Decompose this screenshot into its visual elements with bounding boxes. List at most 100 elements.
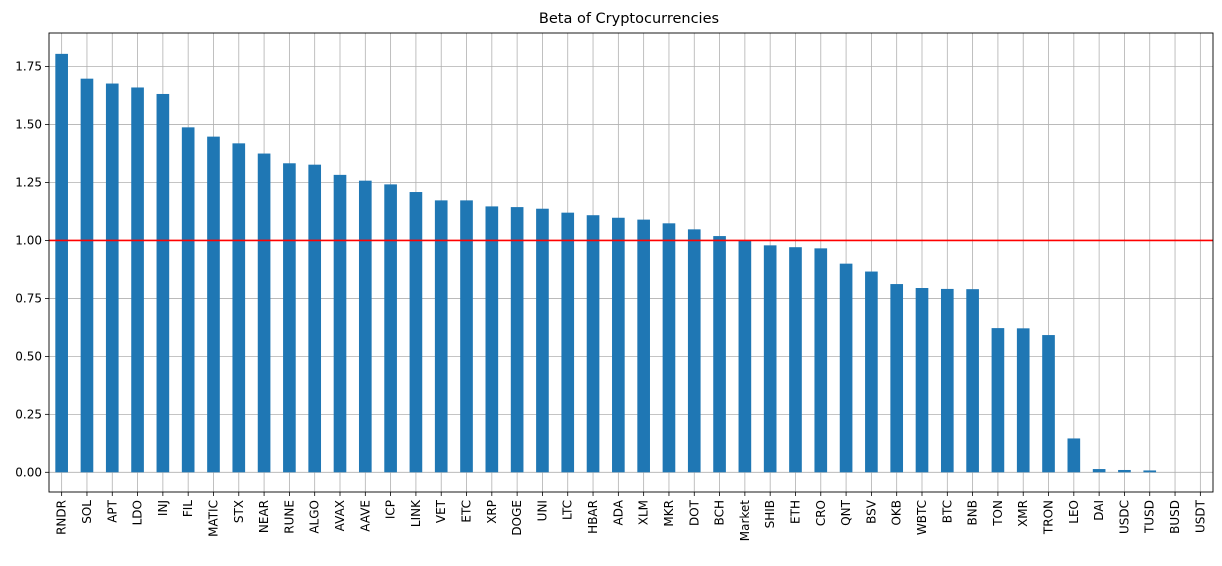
bar-avax [333,174,347,473]
bar-link [409,192,423,473]
bar-bsv [865,271,878,473]
x-tick-label: LDO [131,500,145,525]
bar-near [257,153,271,473]
bar-apt [105,83,119,473]
bar-market [738,240,752,473]
y-tick-label: 1.50 [15,118,42,132]
bar-btc [940,288,954,473]
x-tick-label: TRON [1042,500,1056,535]
x-tick-label: UNI [535,500,549,521]
y-tick-label: 1.75 [15,60,42,74]
x-tick-label: SHIB [763,500,777,528]
x-tick-label: TON [991,500,1005,527]
bar-fil [181,127,195,473]
bar-eth [789,247,802,473]
x-tick-label: RNDR [55,500,69,535]
x-axis-ticks: RNDR SOL APT LDO INJ FIL MATIC STX NEAR RUNE ALGO A… [55,492,1207,542]
x-tick-label: MKR [662,500,676,527]
bar-ldo [131,87,144,473]
x-tick-label: BNB [966,500,980,525]
y-axis-ticks: 0.00 0.25 0.50 0.75 1.00 1.25 1.50 1.75 [15,60,49,479]
x-tick-label: XLM [637,500,651,525]
x-tick-label: FIL [181,500,195,517]
x-tick-label: XRP [485,500,499,524]
y-tick-label: 0.00 [15,465,42,479]
y-tick-label: 0.50 [15,349,42,363]
bar-inj [156,93,170,473]
x-tick-label: QNT [839,499,853,525]
bars [55,53,1157,473]
bar-algo [308,164,322,473]
bar-mkr [662,223,676,473]
x-tick-label: LINK [409,499,423,527]
x-tick-label: DOT [687,499,701,526]
x-tick-label: XMR [1016,500,1030,527]
x-tick-label: INJ [156,500,170,516]
y-tick-label: 1.25 [15,176,42,190]
x-tick-label: SOL [80,500,94,524]
bar-leo [1067,438,1081,473]
x-tick-label: ETH [788,500,802,524]
plot-frame [48,32,1214,493]
bar-tusd [1143,470,1157,473]
x-tick-label: OKB [890,500,904,526]
x-tick-label: ADA [611,499,625,525]
x-tick-label: RUNE [282,500,296,534]
bar-sol [80,78,94,473]
bar-etc [460,200,473,473]
bar-okb [890,284,904,473]
bar-usdc [1118,469,1131,473]
bar-rune [283,163,296,473]
x-tick-label: WBTC [915,500,929,535]
bar-doge [510,207,524,473]
bar-bch [713,236,726,473]
bar-hbar [586,215,600,473]
bar-xmr [1016,328,1030,473]
bar-ada [612,217,625,473]
chart-title: Beta of Cryptocurrencies [539,11,719,27]
bar-aave [358,180,372,473]
x-tick-label: USDT [1193,499,1207,533]
x-tick-label: NEAR [257,500,271,533]
x-tick-label: LTC [561,500,575,520]
bar-xlm [637,219,650,473]
y-tick-label: 1.00 [15,233,42,247]
x-tick-label: LEO [1067,500,1081,524]
x-tick-label: DAI [1092,500,1106,521]
bar-qnt [839,263,853,473]
grid-lines [49,33,1213,492]
bar-shib [763,245,777,473]
x-tick-label: BUSD [1168,500,1182,534]
x-tick-label: BCH [713,500,727,525]
bar-ton [991,328,1005,473]
x-tick-label: USDC [1117,500,1131,534]
bar-vet [434,200,448,473]
x-tick-label: ETC [460,500,474,523]
bar-icp [384,184,397,473]
x-tick-label: Market [738,500,752,542]
x-tick-label: CRO [814,500,828,526]
bar-rndr [55,53,68,473]
bar-uni [536,208,549,473]
x-tick-label: DOGE [510,500,524,536]
bar-cro [814,248,828,473]
x-tick-label: BSV [864,499,878,524]
bar-stx [232,143,246,473]
y-tick-label: 0.25 [15,407,42,421]
bar-matic [207,136,220,473]
x-tick-label: HBAR [586,500,600,534]
bar-dot [687,229,701,473]
x-tick-label: AAVE [358,500,372,532]
x-tick-label: AVAX [333,500,347,531]
bar-ltc [561,212,575,473]
bar-bnb [966,289,979,473]
bar-dai [1092,469,1106,473]
x-tick-label: ICP [384,500,398,519]
bar-tron [1042,335,1055,473]
x-tick-label: ALGO [308,500,322,534]
bar-xrp [485,206,499,473]
x-tick-label: TUSD [1143,500,1157,534]
y-tick-label: 0.75 [15,291,42,305]
